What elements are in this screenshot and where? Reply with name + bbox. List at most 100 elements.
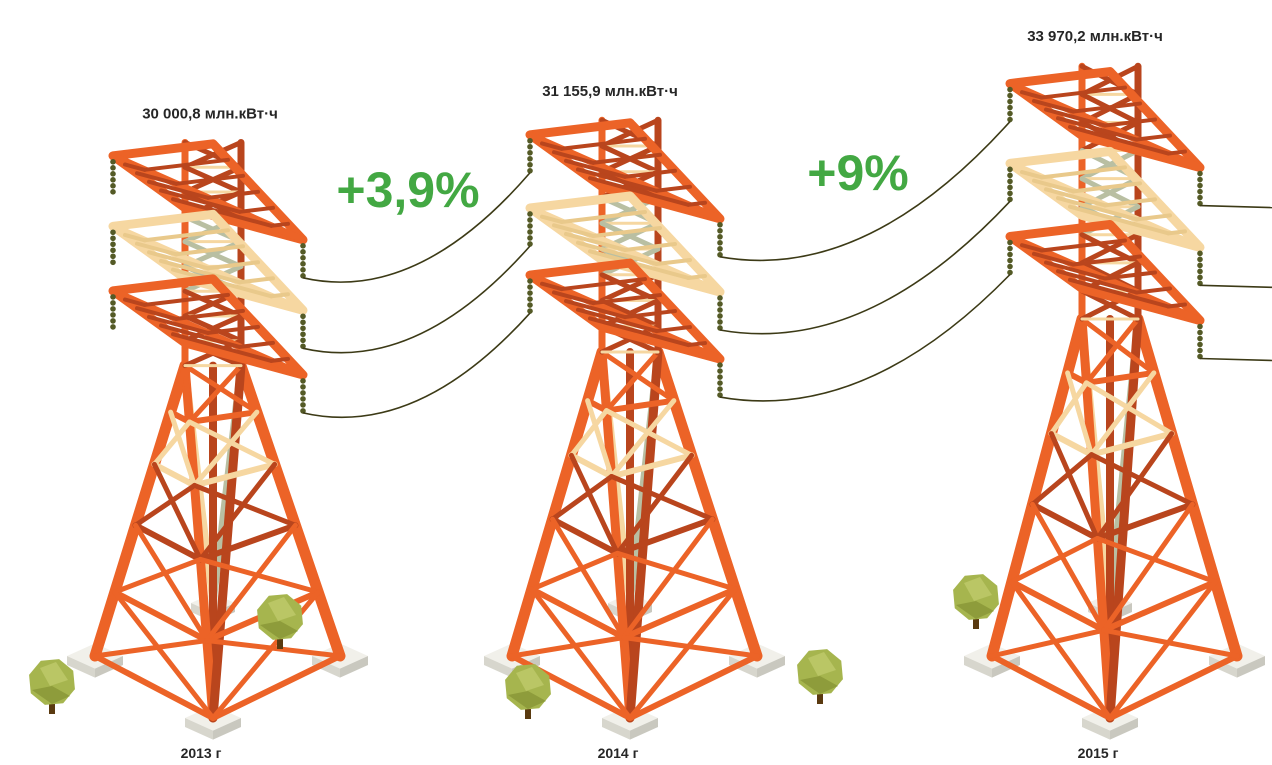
insulator-bead bbox=[110, 235, 116, 242]
insulator-bead bbox=[527, 308, 533, 314]
insulator-bead bbox=[110, 247, 116, 254]
power-line bbox=[719, 273, 1011, 402]
insulator-bead bbox=[300, 261, 306, 267]
insulator-bead bbox=[110, 312, 116, 318]
power-line bbox=[719, 200, 1011, 335]
trees bbox=[29, 574, 999, 719]
year-label-2013: 2013 г bbox=[181, 745, 222, 761]
insulator-bead bbox=[1197, 329, 1203, 336]
insulator-bead bbox=[110, 177, 116, 183]
tree-icon bbox=[953, 574, 999, 629]
transmission-tower-icon bbox=[986, 62, 1243, 723]
insulator-bead bbox=[717, 313, 723, 319]
insulator-bead bbox=[1197, 262, 1203, 269]
insulator-bead bbox=[110, 183, 116, 189]
cross-arm bbox=[525, 191, 725, 331]
insulator-bead bbox=[300, 384, 306, 390]
insulator-bead bbox=[1007, 239, 1013, 246]
insulator-bead bbox=[527, 137, 533, 144]
insulator-bead bbox=[527, 229, 533, 235]
insulator-bead bbox=[717, 380, 723, 386]
tree-icon bbox=[505, 664, 551, 719]
insulator-bead bbox=[1007, 263, 1013, 270]
insulator-bead bbox=[1007, 110, 1013, 117]
cross-arm bbox=[1005, 220, 1205, 360]
insulator-bead bbox=[717, 307, 723, 313]
cross-arm bbox=[1005, 67, 1205, 207]
power-line bbox=[719, 121, 1011, 262]
insulator-bead bbox=[1007, 166, 1013, 173]
transmission-tower-icon bbox=[89, 138, 346, 723]
value-label-2015: 33 970,2 млн.кВт·ч bbox=[1027, 28, 1163, 45]
cross-arm bbox=[108, 209, 308, 350]
insulator-bead bbox=[717, 233, 723, 240]
insulator-bead bbox=[1197, 274, 1203, 281]
insulator-bead bbox=[717, 325, 723, 331]
insulator-bead bbox=[717, 245, 723, 252]
insulator-bead bbox=[717, 392, 723, 398]
insulator-bead bbox=[110, 306, 116, 312]
value-label-2013: 30 000,8 млн.кВт·ч bbox=[142, 106, 278, 123]
insulator-bead bbox=[717, 239, 723, 246]
insulator-bead bbox=[300, 325, 306, 332]
tree-icon bbox=[797, 649, 843, 704]
insulator-bead bbox=[527, 167, 533, 174]
insulator-bead bbox=[717, 362, 723, 368]
insulator-bead bbox=[300, 408, 306, 414]
insulator-bead bbox=[1007, 92, 1013, 99]
footing-pads bbox=[67, 593, 1265, 740]
insulator-bead bbox=[1007, 86, 1013, 93]
insulator-bead bbox=[527, 223, 533, 229]
insulator-bead bbox=[300, 390, 306, 396]
insulator-bead bbox=[110, 300, 116, 306]
insulator-bead bbox=[527, 302, 533, 308]
insulator-bead bbox=[300, 319, 306, 326]
tree-icon bbox=[257, 594, 303, 649]
cross-arm bbox=[525, 118, 725, 258]
insulator-bead bbox=[1197, 176, 1203, 183]
insulator-bead bbox=[717, 374, 723, 380]
insulator-bead bbox=[300, 267, 306, 273]
insulator-bead bbox=[1197, 170, 1203, 177]
insulator-bead bbox=[300, 331, 306, 338]
insulator-bead bbox=[300, 313, 306, 320]
insulator-bead bbox=[300, 273, 306, 279]
insulator-bead bbox=[110, 318, 116, 324]
insulator-bead bbox=[1007, 269, 1013, 276]
cross-arm bbox=[108, 139, 308, 279]
insulator-bead bbox=[717, 221, 723, 228]
insulator-bead bbox=[110, 253, 116, 260]
insulator-bead bbox=[300, 243, 306, 249]
insulator-bead bbox=[1197, 268, 1203, 275]
insulator-bead bbox=[527, 143, 533, 150]
insulator-bead bbox=[1007, 245, 1013, 252]
insulator-bead bbox=[717, 295, 723, 301]
cross-arm bbox=[108, 274, 308, 414]
insulator-bead bbox=[717, 319, 723, 325]
value-label-2014: 31 155,9 млн.кВт·ч bbox=[542, 83, 678, 100]
insulator-bead bbox=[300, 343, 306, 350]
chart-labels: 30 000,8 млн.кВт·ч 31 155,9 млн.кВт·ч 33… bbox=[142, 28, 1163, 761]
insulator-bead bbox=[1197, 335, 1203, 342]
insulator-bead bbox=[1197, 341, 1203, 348]
insulator-bead bbox=[1007, 190, 1013, 197]
insulator-bead bbox=[527, 211, 533, 217]
year-label-2015: 2015 г bbox=[1078, 745, 1119, 761]
insulator-bead bbox=[1007, 257, 1013, 264]
power-line bbox=[302, 172, 531, 283]
insulator-bead bbox=[717, 386, 723, 392]
insulator-bead bbox=[527, 217, 533, 223]
insulator-bead bbox=[1197, 182, 1203, 189]
insulator-bead bbox=[1197, 194, 1203, 201]
power-line bbox=[1199, 204, 1272, 209]
power-line bbox=[302, 245, 531, 354]
insulator-bead bbox=[527, 296, 533, 302]
cross-arm bbox=[1005, 146, 1205, 287]
insulator-bead bbox=[717, 251, 723, 258]
insulator-bead bbox=[300, 249, 306, 255]
insulator-bead bbox=[1197, 256, 1203, 263]
growth-label-2013-2014: +3,9% bbox=[336, 162, 479, 218]
power-line bbox=[302, 312, 531, 419]
insulator-bead bbox=[300, 396, 306, 402]
